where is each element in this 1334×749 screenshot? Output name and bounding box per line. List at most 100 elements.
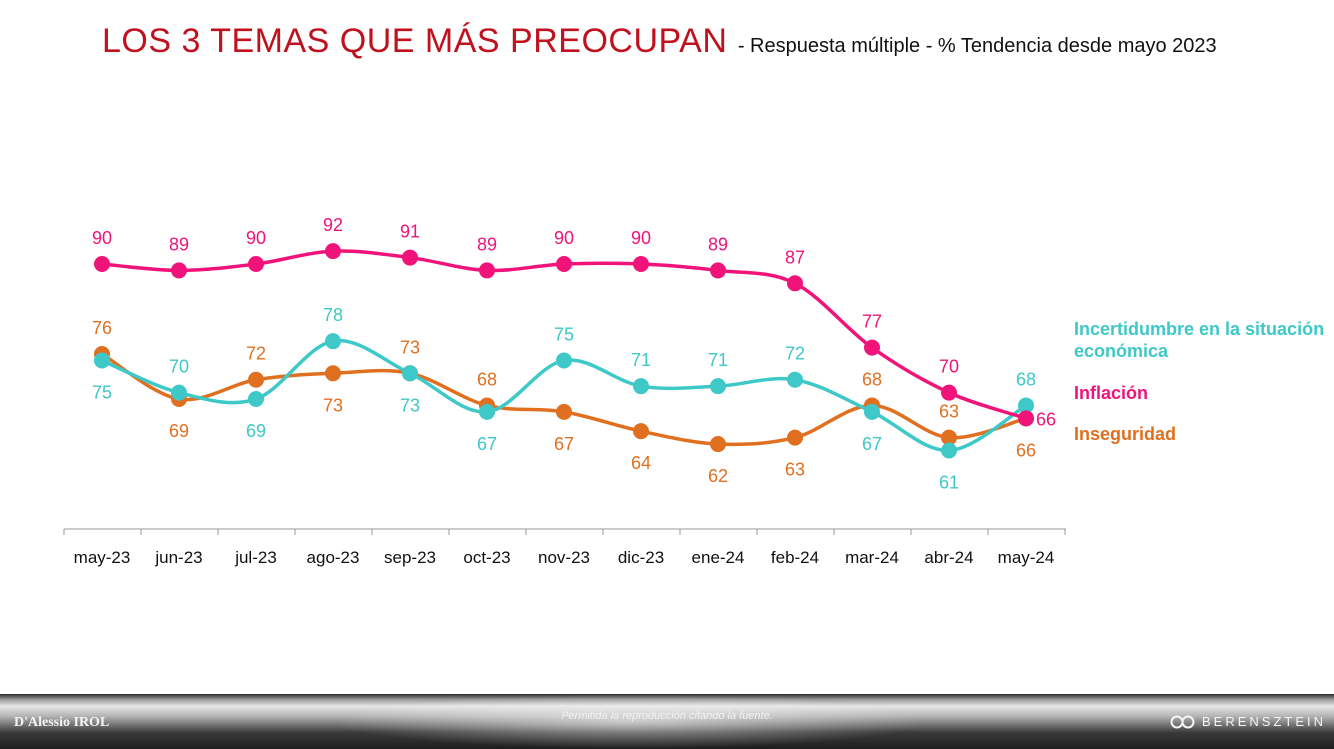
x-tick-label: ago-23 — [307, 548, 360, 567]
data-point-incertidumbre — [710, 378, 726, 395]
x-tick-label: dic-23 — [618, 548, 664, 567]
data-label-inseguridad: 68 — [862, 369, 882, 389]
berensztein-wordmark: BERENSZTEIN — [1202, 714, 1327, 729]
data-point-incertidumbre — [325, 333, 341, 350]
data-label-inseguridad: 73 — [400, 337, 420, 357]
data-point-inflacion — [325, 243, 341, 260]
data-label-inseguridad: 66 — [1016, 440, 1036, 460]
data-label-inflacion: 90 — [554, 228, 574, 248]
data-label-inseguridad: 76 — [92, 318, 112, 338]
data-point-inseguridad — [787, 429, 803, 446]
data-point-inseguridad — [556, 403, 572, 420]
data-point-incertidumbre — [171, 384, 187, 401]
data-point-inflacion — [787, 275, 803, 292]
title-subtitle: - Respuesta múltiple - % Tendencia desde… — [737, 35, 1217, 57]
data-point-inseguridad — [325, 365, 341, 382]
data-point-incertidumbre — [248, 391, 264, 408]
data-point-inseguridad — [633, 423, 649, 440]
data-point-incertidumbre — [787, 371, 803, 388]
data-point-incertidumbre — [941, 442, 957, 459]
berensztein-mark-icon — [1170, 715, 1195, 728]
data-label-inseguridad: 64 — [631, 453, 651, 473]
x-axis: may-23 jun-23 jul-23 ago-23 sep-23 oct-23 nov-… — [63, 528, 1066, 567]
data-label-incertidumbre: 73 — [400, 395, 420, 415]
data-point-incertidumbre — [556, 352, 572, 369]
data-label-inflacion: 66 — [1036, 409, 1056, 429]
data-label-inseguridad: 62 — [708, 466, 728, 486]
data-point-incertidumbre — [94, 352, 110, 369]
data-point-inflacion — [479, 262, 495, 279]
x-tick-label: abr-24 — [924, 548, 973, 567]
data-label-incertidumbre: 67 — [477, 434, 497, 454]
data-label-incertidumbre: 67 — [862, 434, 882, 454]
footer-note: Permitida la reproducción citando la fue… — [561, 710, 773, 722]
data-point-incertidumbre — [402, 365, 418, 382]
legend-incertidumbre: Incertidumbre en la situación económica — [1074, 319, 1325, 361]
x-tick-label: oct-23 — [463, 548, 510, 567]
data-label-inflacion: 90 — [246, 228, 266, 248]
x-tick-label: jul-23 — [234, 548, 277, 567]
data-label-inflacion: 90 — [631, 228, 651, 248]
data-point-inseguridad — [941, 429, 957, 446]
data-point-inflacion — [248, 256, 264, 272]
x-tick-label: may-23 — [74, 548, 131, 567]
data-label-incertidumbre: 78 — [323, 305, 343, 325]
data-point-incertidumbre — [864, 403, 880, 420]
legend-inflacion: Inflación — [1074, 383, 1149, 403]
title-main: LOS 3 TEMAS QUE MÁS PREOCUPAN — [102, 22, 728, 60]
data-label-incertidumbre: 70 — [169, 357, 189, 377]
data-label-inseguridad: 72 — [246, 344, 266, 364]
legend-inseguridad: Inseguridad — [1074, 424, 1177, 444]
series-incertidumbre — [94, 333, 1034, 459]
data-label-inflacion: 77 — [862, 312, 882, 332]
dalessio-logo: D'Alessio IROL — [14, 715, 110, 730]
data-point-inflacion — [864, 339, 880, 356]
x-tick-label: nov-23 — [538, 548, 590, 567]
data-point-inflacion — [556, 256, 572, 272]
data-label-inseguridad: 63 — [785, 460, 805, 480]
data-label-inseguridad: 68 — [477, 369, 497, 389]
data-point-inflacion — [633, 256, 649, 272]
x-tick-label: may-24 — [998, 548, 1055, 567]
data-label-inflacion: 91 — [400, 222, 420, 242]
series-inflacion — [94, 243, 1034, 427]
data-point-inflacion — [402, 249, 418, 266]
data-label-inseguridad: 63 — [939, 402, 959, 422]
data-point-inseguridad — [248, 371, 264, 388]
chart-title: LOS 3 TEMAS QUE MÁS PREOCUPAN - Respuest… — [102, 22, 1217, 61]
data-label-inflacion: 89 — [708, 234, 728, 254]
data-label-incertidumbre: 75 — [554, 324, 574, 344]
data-label-inseguridad: 67 — [554, 434, 574, 454]
data-point-incertidumbre — [633, 378, 649, 395]
data-label-incertidumbre: 72 — [785, 344, 805, 364]
data-point-incertidumbre — [1018, 397, 1034, 414]
data-point-inseguridad — [710, 436, 726, 453]
data-point-inflacion — [1018, 410, 1034, 427]
x-tick-label: mar-24 — [845, 548, 899, 567]
data-label-incertidumbre: 69 — [246, 421, 266, 441]
data-label-incertidumbre: 68 — [1016, 369, 1036, 389]
data-label-inflacion: 87 — [785, 247, 805, 267]
data-label-incertidumbre: 71 — [631, 350, 651, 370]
data-label-incertidumbre: 71 — [708, 350, 728, 370]
x-tick-label: jun-23 — [154, 548, 202, 567]
data-point-inflacion — [171, 262, 187, 279]
data-label-inflacion: 92 — [323, 215, 343, 235]
x-tick-label: ene-24 — [692, 548, 745, 567]
data-label-inseguridad: 73 — [323, 395, 343, 415]
data-point-inflacion — [94, 256, 110, 272]
footer-bar: D'Alessio IROL Permitida la reproducción… — [0, 694, 1334, 749]
x-tick-label: feb-24 — [771, 548, 819, 567]
data-label-inflacion: 89 — [477, 234, 497, 254]
data-labels: 76 69 72 73 73 68 67 64 62 63 68 63 66 75 70 69 78 73 67 75… — [92, 215, 1056, 492]
data-label-inflacion: 89 — [169, 234, 189, 254]
data-label-inflacion: 70 — [939, 357, 959, 377]
line-chart: may-23 jun-23 jul-23 ago-23 sep-23 oct-23 nov-… — [63, 215, 1066, 567]
data-point-inflacion — [941, 384, 957, 401]
berensztein-logo: BERENSZTEIN — [1170, 714, 1326, 729]
data-label-incertidumbre: 61 — [939, 472, 959, 492]
data-label-incertidumbre: 75 — [92, 382, 112, 402]
data-label-inflacion: 90 — [92, 228, 112, 248]
series-layer — [94, 243, 1034, 459]
data-point-incertidumbre — [479, 403, 495, 420]
